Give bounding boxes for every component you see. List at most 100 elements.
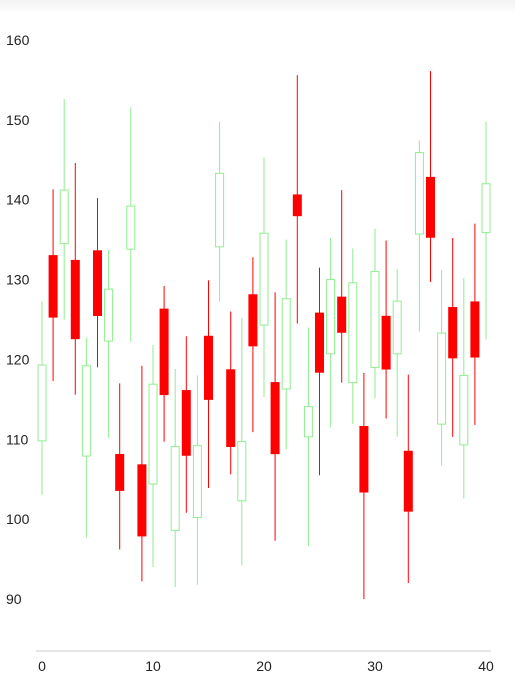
candle bbox=[259, 157, 269, 397]
candle-body-decreasing bbox=[359, 426, 369, 493]
candle-body-decreasing bbox=[470, 301, 480, 358]
candle bbox=[181, 336, 191, 513]
candle-body-decreasing bbox=[204, 335, 213, 400]
candle-body-decreasing bbox=[403, 450, 413, 512]
candle-body-increasing bbox=[392, 300, 402, 355]
candle-body-increasing bbox=[126, 205, 136, 250]
candle-body-increasing bbox=[104, 288, 114, 342]
candles bbox=[37, 71, 491, 599]
candle bbox=[370, 228, 380, 399]
candle-body-decreasing bbox=[448, 307, 458, 359]
x-tick-label: 40 bbox=[478, 658, 494, 674]
candle-body-increasing bbox=[459, 374, 469, 446]
candle-body-increasing bbox=[414, 152, 424, 235]
candle bbox=[326, 238, 336, 428]
candle bbox=[237, 317, 247, 566]
candle-body-increasing bbox=[326, 279, 336, 355]
candle bbox=[315, 267, 324, 476]
candle bbox=[192, 375, 202, 585]
candle-body-increasing bbox=[437, 332, 447, 425]
y-axis-ticks: 90 100 110 120 130 140 150 160 bbox=[6, 32, 30, 607]
candle bbox=[481, 121, 491, 340]
candle-body-increasing bbox=[259, 232, 269, 326]
candle bbox=[437, 269, 447, 466]
y-tick-label: 140 bbox=[6, 192, 30, 208]
candle bbox=[359, 373, 369, 599]
y-tick-label: 130 bbox=[6, 272, 30, 288]
candle-body-increasing bbox=[170, 445, 180, 531]
candle bbox=[126, 107, 136, 342]
x-tick-label: 30 bbox=[367, 658, 383, 674]
candle-body-increasing bbox=[37, 364, 47, 442]
candle-body-increasing bbox=[481, 183, 491, 233]
candle bbox=[381, 240, 391, 419]
candle-body-decreasing bbox=[115, 453, 125, 491]
candle bbox=[81, 337, 91, 538]
candle-body-decreasing bbox=[315, 312, 324, 373]
candle-body-increasing bbox=[348, 282, 358, 384]
candle-body-decreasing bbox=[159, 308, 169, 396]
y-tick-label: 160 bbox=[6, 32, 30, 48]
x-axis-ticks: 0 10 20 30 40 bbox=[38, 658, 494, 674]
candle-body-decreasing bbox=[137, 464, 147, 537]
candle bbox=[70, 162, 80, 395]
candle bbox=[215, 121, 225, 302]
candle-body-decreasing bbox=[426, 176, 435, 238]
candle bbox=[204, 280, 213, 488]
candle bbox=[115, 383, 125, 550]
candle bbox=[303, 327, 313, 547]
candle-body-increasing bbox=[303, 406, 313, 438]
candle bbox=[337, 190, 347, 383]
candle bbox=[292, 75, 302, 324]
candle bbox=[104, 250, 114, 438]
candle-body-increasing bbox=[370, 271, 380, 368]
x-tick-label: 10 bbox=[145, 658, 161, 674]
candle bbox=[48, 189, 58, 381]
candle bbox=[170, 369, 180, 588]
y-tick-label: 110 bbox=[6, 431, 29, 447]
candle-body-increasing bbox=[81, 365, 91, 457]
candle bbox=[459, 277, 469, 499]
candle-body-increasing bbox=[215, 172, 225, 248]
candle-body-decreasing bbox=[48, 255, 58, 318]
candle-body-increasing bbox=[237, 441, 247, 502]
candle-body-increasing bbox=[59, 189, 69, 245]
candle bbox=[137, 365, 147, 582]
candle-body-decreasing bbox=[381, 315, 391, 370]
candle bbox=[159, 285, 169, 442]
candle bbox=[448, 238, 458, 437]
candle-body-decreasing bbox=[337, 296, 347, 333]
candle bbox=[426, 71, 435, 282]
candle-body-decreasing bbox=[270, 382, 280, 455]
candle bbox=[270, 292, 280, 541]
candle-body-decreasing bbox=[181, 390, 191, 456]
candle bbox=[248, 257, 258, 433]
x-tick-label: 0 bbox=[38, 658, 46, 674]
candle-body-decreasing bbox=[226, 369, 236, 447]
candle-body-decreasing bbox=[93, 250, 102, 317]
candle-body-decreasing bbox=[292, 194, 302, 217]
candle bbox=[37, 301, 47, 496]
candle bbox=[281, 239, 291, 450]
candle bbox=[226, 311, 236, 475]
candle bbox=[348, 248, 358, 425]
candle-body-decreasing bbox=[248, 294, 258, 347]
candle bbox=[59, 99, 69, 320]
candle-body-increasing bbox=[148, 383, 158, 485]
candle-body-decreasing bbox=[70, 259, 80, 340]
candle bbox=[403, 374, 413, 584]
candle bbox=[470, 223, 480, 425]
y-tick-label: 120 bbox=[6, 351, 30, 367]
candle bbox=[392, 269, 402, 437]
candle bbox=[414, 140, 424, 332]
candle-body-increasing bbox=[192, 445, 202, 519]
candle-body-increasing bbox=[281, 298, 291, 390]
candle bbox=[148, 345, 158, 568]
y-tick-label: 90 bbox=[6, 591, 22, 607]
candle bbox=[93, 198, 102, 368]
top-shadow bbox=[0, 0, 515, 14]
x-tick-label: 20 bbox=[256, 658, 272, 674]
y-tick-label: 150 bbox=[6, 112, 30, 128]
y-tick-label: 100 bbox=[6, 511, 30, 527]
